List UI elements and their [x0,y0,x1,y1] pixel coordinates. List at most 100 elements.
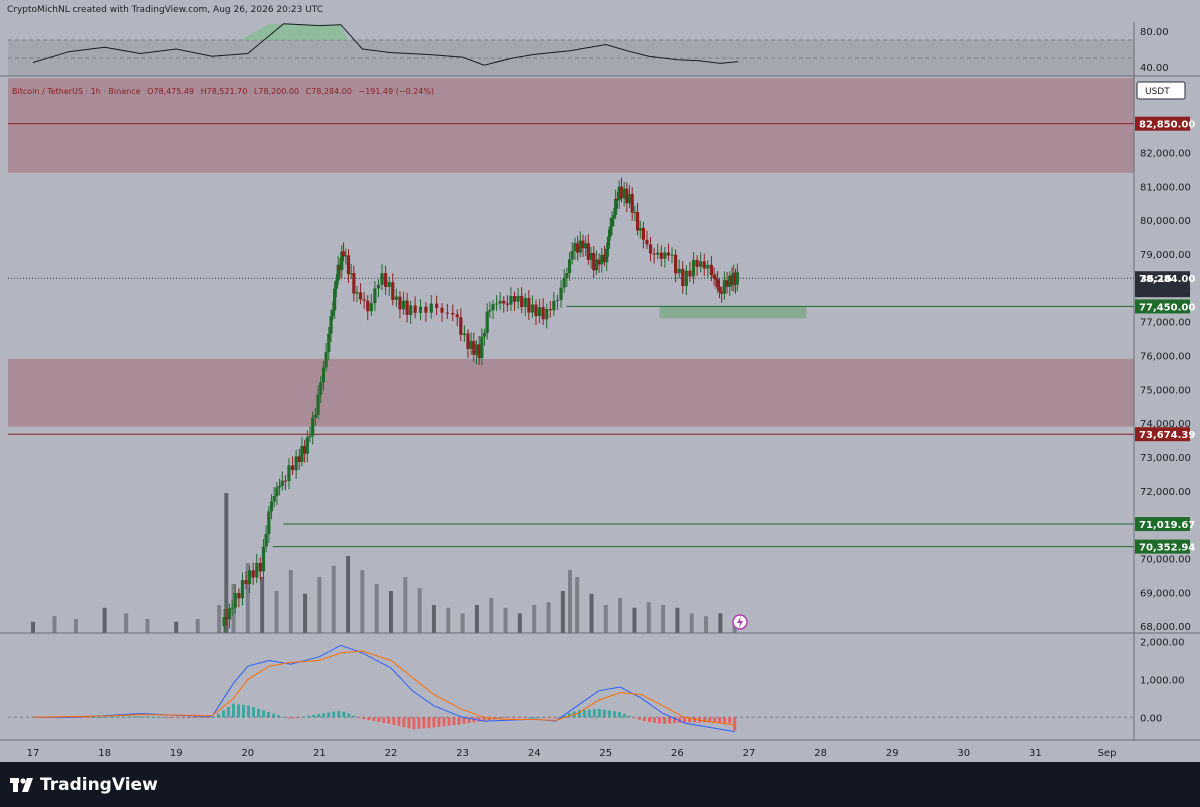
rsi-pane: 80.00 40.00 [8,23,1169,77]
volume-bar [260,577,265,633]
time-tick-label: 20 [241,748,254,759]
candle-body [398,296,402,310]
volume-bar [31,621,35,633]
time-tick-label: 17 [27,748,40,759]
volume-bar [503,607,508,633]
macd-histogram-bar [683,717,687,723]
macd-histogram-bar [357,717,361,719]
candle-body [451,312,455,315]
candle-body [327,333,331,352]
candle-body [355,292,359,294]
macd-histogram-bar [447,717,451,726]
candle-body [346,255,351,275]
macd-histogram-bar [211,717,215,718]
candle-body [319,382,323,395]
macd-histogram-bar [552,717,556,719]
candle-body [418,306,423,313]
volume-bar [560,591,565,633]
macd-histogram-bar [678,717,682,723]
macd-histogram-bar [332,711,336,718]
macd-histogram-bar [733,717,737,731]
candle-body [635,211,640,231]
volume-bar [224,493,229,633]
candle-body [338,264,342,271]
candle-body [684,270,688,287]
macd-histogram-bar [658,717,661,724]
time-axis[interactable]: 17 18 19 20 21 22 23 24 25 26 27 28 29 30 31 Sep [27,748,1117,759]
chart-canvas[interactable]: 80.00 40.00 Bitcoin / TetherUS · 1h · Bin… [0,0,1200,762]
macd-histogram-bar [723,717,727,724]
candle-body [233,593,237,608]
macd-histogram-bar [397,717,401,726]
currency-button-label[interactable]: USDT [1145,87,1170,97]
time-tick-label: 18 [98,748,111,759]
candle-body [227,608,232,620]
candle-body [340,251,344,271]
candle-body [409,305,413,315]
candle-body [614,198,618,215]
candle-body [358,292,363,300]
macd-histogram-bar [156,716,160,718]
tradingview-brand-label: TradingView [40,775,158,795]
macd-histogram-bar [442,717,446,727]
macd-histogram-bar [527,717,531,718]
candle-body [652,253,656,255]
macd-histogram-bar [382,717,386,723]
candle-body [645,239,649,245]
volume-bar [274,591,279,633]
candle-body [405,300,409,315]
candle-body [537,307,542,316]
candle-body [559,287,563,301]
candle-body [440,307,444,313]
macd-line [33,644,735,733]
candle-body [625,188,629,204]
candle-body [225,617,229,620]
legend-close: C78,284.00 [306,87,352,96]
volume-bar [446,607,451,633]
zone-resistance-1 [8,358,1134,427]
volume-bar [603,605,608,633]
candle-body [244,580,248,585]
candle-body [627,194,632,204]
volume-bar [431,605,436,633]
macd-histogram-bar [587,709,591,718]
candle-body [633,211,637,213]
macd-histogram-bar [547,717,551,719]
candle-body [466,333,470,349]
macd-histogram-bar [342,711,346,718]
candle-body [584,243,588,249]
currency-button[interactable] [1136,81,1186,100]
macd-histogram-bar [96,717,100,718]
macd-histogram-bar [297,717,301,719]
volume-bar [689,613,694,633]
time-tick-label: 24 [528,748,541,759]
level-label: 71,019.67 [1139,520,1195,531]
macd-histogram-bar [86,717,90,719]
macd-histogram-bar [673,717,677,724]
macd-histogram-bar [457,717,461,725]
macd-histogram-bar [216,713,220,718]
macd-histogram-bar [352,715,356,718]
macd-histogram-bar [247,705,251,718]
macd-histogram-bar [322,713,326,718]
macd-histogram-bar [437,717,441,727]
macd-histogram-bar [612,711,616,718]
macd-histogram-bar [267,711,271,718]
macd-histogram-bar [272,713,276,718]
macd-histogram-bar [412,717,416,730]
lightning-icon[interactable] [732,614,748,630]
volume-bar [661,605,666,633]
candle-body [656,252,660,255]
macd-histogram-bar [627,715,631,718]
level-label: 78,284.00 [1139,274,1195,285]
time-tick-label: 29 [886,748,899,759]
candle-body [333,288,337,311]
time-tick-label: 22 [385,748,398,759]
price-axis[interactable]: 82,000.0081,000.0080,000.0079,000.0078,0… [1140,148,1191,633]
candle-body [520,295,524,308]
price-tick-label: 76,000.00 [1140,352,1191,363]
candle-body [269,501,274,512]
tradingview-brand[interactable]: TradingView [10,775,158,795]
macd-histogram-bar [186,717,190,719]
legend-high: H78,521.70 [201,87,248,96]
